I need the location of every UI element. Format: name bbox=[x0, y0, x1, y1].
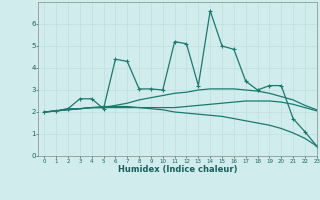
X-axis label: Humidex (Indice chaleur): Humidex (Indice chaleur) bbox=[118, 165, 237, 174]
